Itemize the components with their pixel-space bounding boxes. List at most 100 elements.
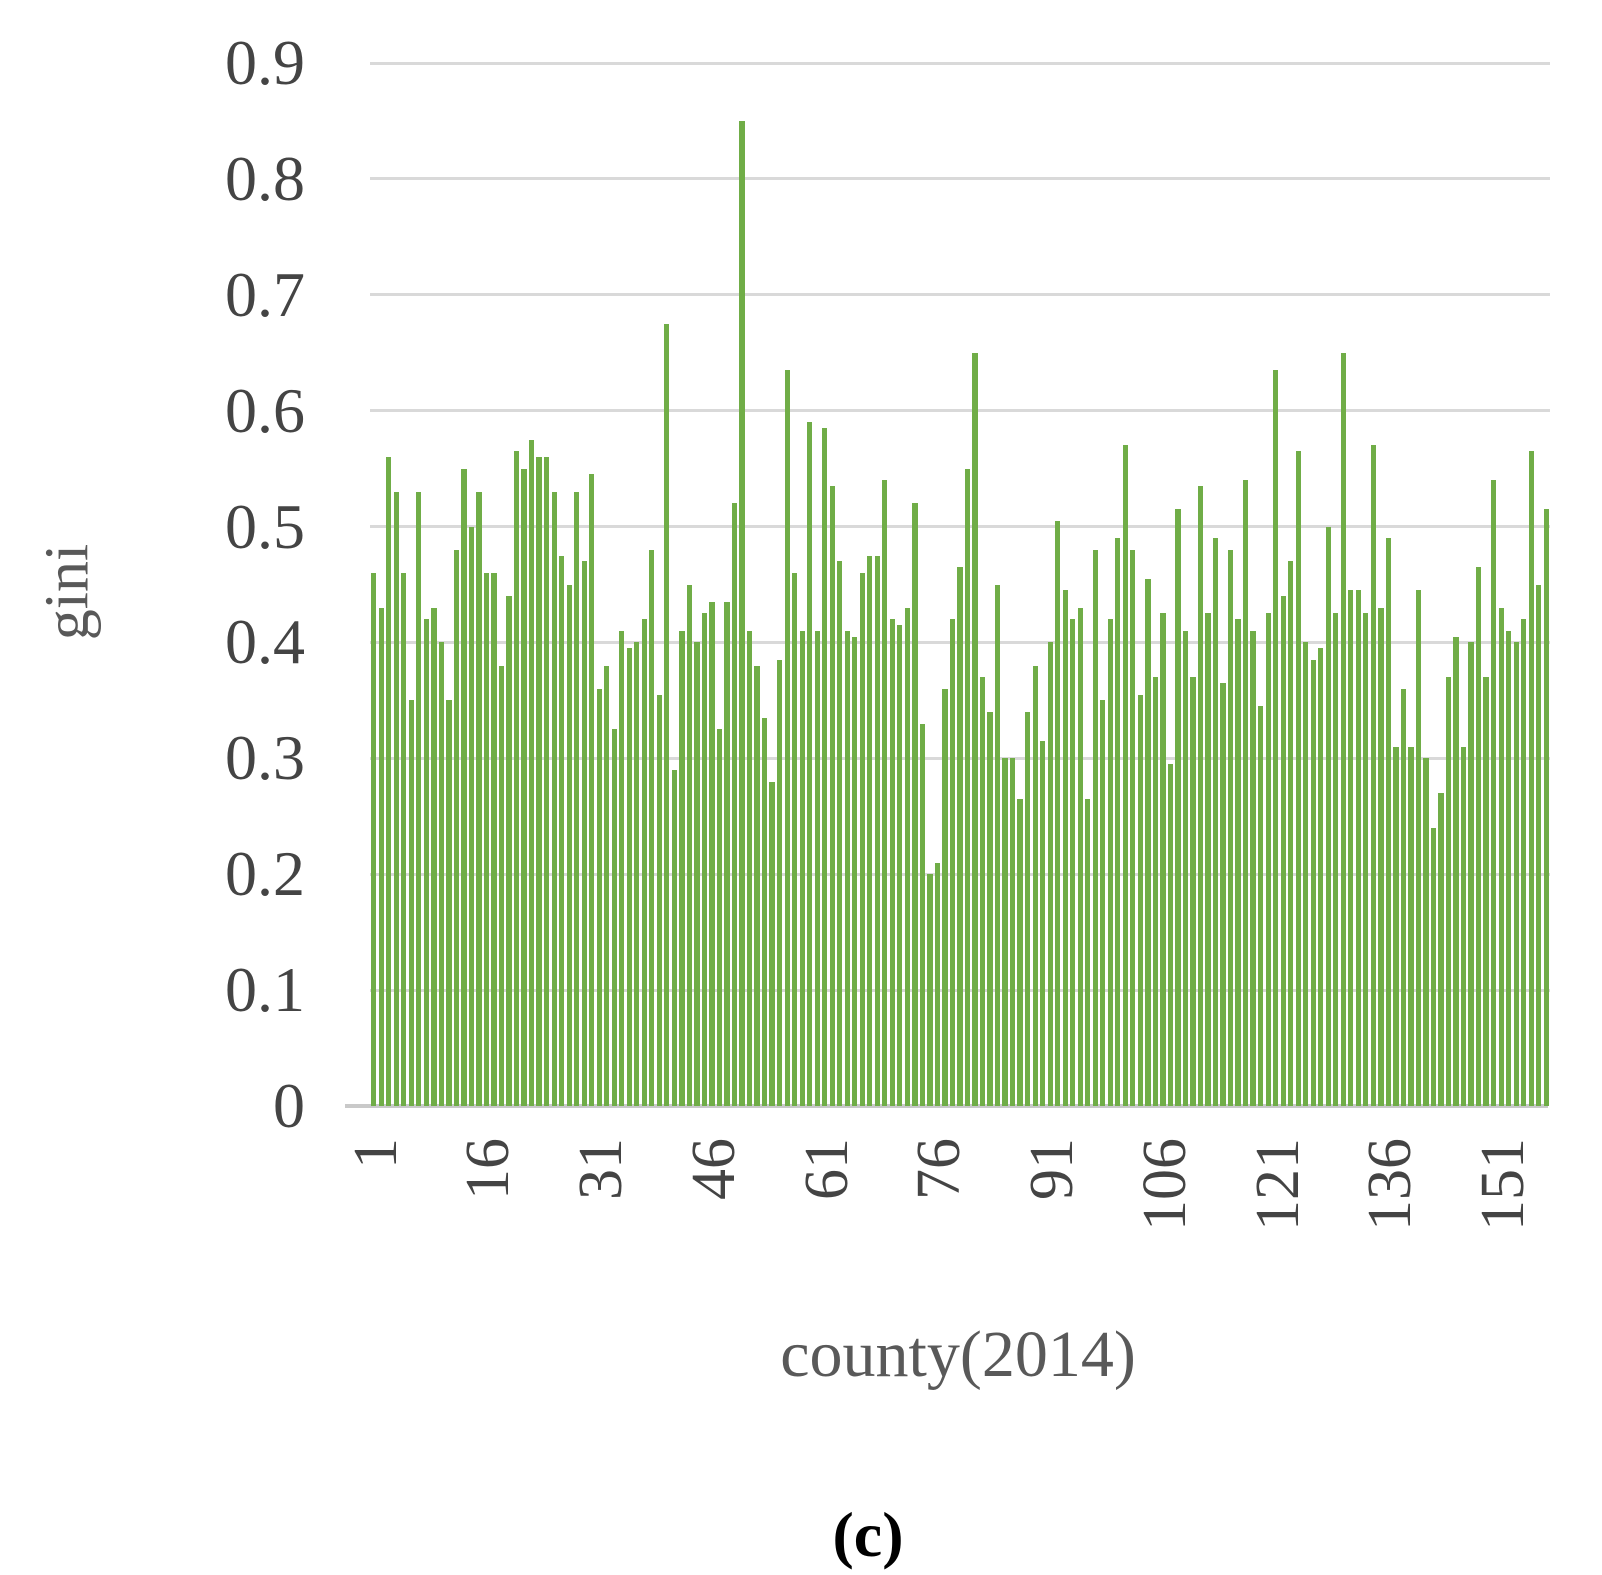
gridline-0.5: [370, 525, 1550, 529]
bar-county-95: [1077, 607, 1083, 1106]
bar-county-66: [859, 572, 865, 1106]
bar-county-113: [1212, 538, 1219, 1106]
bar-county-35: [626, 648, 632, 1106]
bar-county-136: [1385, 538, 1392, 1106]
bar-county-57: [792, 572, 798, 1106]
bar-county-85: [1002, 758, 1008, 1106]
bar-county-80: [964, 468, 971, 1106]
bar-county-28: [574, 491, 580, 1106]
bar-county-45: [701, 613, 708, 1106]
bar-county-111: [1197, 486, 1204, 1106]
bar-county-157: [1543, 509, 1549, 1106]
x-tick-label-151: 151: [1469, 1138, 1538, 1231]
figure-caption: (c): [832, 1499, 904, 1570]
bar-county-33: [611, 729, 617, 1106]
bar-county-125: [1303, 642, 1309, 1106]
gridline-0.7: [370, 293, 1550, 297]
x-tick-label-76: 76: [905, 1138, 974, 1200]
bar-county-93: [1062, 590, 1068, 1106]
bar-county-53: [761, 717, 768, 1106]
bar-county-8: [423, 619, 429, 1106]
bar-county-127: [1318, 648, 1324, 1106]
bar-county-9: [431, 607, 437, 1106]
x-tick-label-16: 16: [454, 1138, 523, 1200]
bar-county-41: [671, 769, 677, 1106]
bar-county-16: [483, 572, 490, 1106]
bar-county-123: [1288, 561, 1294, 1106]
bar-county-4: [393, 491, 399, 1106]
plot-area: [370, 61, 1550, 1106]
bar-county-124: [1295, 451, 1301, 1106]
bar-county-139: [1408, 746, 1414, 1106]
bar-county-116: [1235, 619, 1241, 1106]
bar-county-120: [1265, 613, 1271, 1106]
bar-county-151: [1498, 607, 1504, 1106]
y-tick-label-0.1: 0.1: [225, 954, 305, 1026]
bar-county-150: [1491, 480, 1497, 1106]
bar-county-104: [1145, 578, 1151, 1106]
bar-county-137: [1393, 746, 1399, 1106]
bar-county-142: [1430, 827, 1437, 1106]
bar-county-56: [784, 370, 790, 1106]
bar-county-76: [934, 862, 941, 1106]
bar-county-147: [1468, 642, 1474, 1106]
bar-county-78: [949, 619, 956, 1106]
bar-county-84: [994, 584, 1001, 1106]
bar-county-31: [596, 688, 602, 1106]
bar-county-3: [386, 457, 392, 1106]
bar-county-1: [371, 572, 377, 1106]
bar-county-69: [882, 480, 888, 1106]
bar-county-143: [1438, 793, 1444, 1106]
bar-county-81: [972, 352, 978, 1106]
bar-county-65: [852, 636, 858, 1106]
x-tick-label-61: 61: [792, 1138, 861, 1200]
bar-county-20: [513, 451, 520, 1106]
bar-county-117: [1242, 480, 1249, 1106]
bar-county-75: [927, 874, 933, 1106]
bar-county-132: [1355, 590, 1361, 1106]
bar-county-30: [589, 474, 595, 1106]
bar-county-36: [634, 642, 640, 1106]
bar-county-26: [559, 555, 565, 1106]
y-tick-label-0.4: 0.4: [225, 606, 305, 678]
bar-county-55: [776, 659, 783, 1106]
bar-county-49: [731, 503, 738, 1106]
bar-county-133: [1363, 613, 1369, 1106]
bar-county-21: [521, 468, 527, 1106]
bar-county-146: [1460, 746, 1467, 1106]
y-tick-label-0: 0: [273, 1070, 305, 1141]
bar-county-86: [1009, 758, 1016, 1106]
y-tick-label-0.3: 0.3: [225, 722, 305, 794]
bar-county-22: [528, 439, 535, 1106]
bar-county-60: [814, 630, 820, 1106]
bar-county-17: [491, 572, 497, 1106]
bar-county-152: [1506, 630, 1512, 1106]
y-tick-label-0.7: 0.7: [225, 258, 305, 330]
bar-county-52: [754, 665, 760, 1106]
bar-county-107: [1167, 764, 1174, 1106]
bar-county-42: [679, 630, 685, 1106]
bar-county-148: [1475, 567, 1482, 1106]
bar-county-138: [1400, 688, 1407, 1106]
bar-county-103: [1137, 694, 1143, 1106]
bar-county-101: [1122, 445, 1128, 1106]
bar-county-99: [1107, 619, 1113, 1106]
bar-county-58: [799, 630, 805, 1106]
bar-county-105: [1152, 677, 1159, 1106]
bar-county-63: [837, 561, 843, 1106]
bar-county-27: [566, 584, 572, 1106]
bar-county-15: [476, 491, 482, 1106]
bar-county-141: [1423, 758, 1429, 1106]
bar-county-126: [1310, 659, 1316, 1106]
x-tick-label-136: 136: [1356, 1138, 1425, 1231]
bar-county-72: [904, 607, 910, 1106]
bar-county-130: [1340, 352, 1346, 1106]
bar-county-92: [1055, 520, 1061, 1106]
bar-county-94: [1070, 619, 1076, 1106]
bar-county-79: [957, 567, 963, 1106]
bar-county-11: [446, 700, 452, 1106]
bar-county-47: [716, 729, 723, 1106]
bar-county-121: [1273, 370, 1279, 1106]
bar-county-97: [1092, 549, 1098, 1106]
